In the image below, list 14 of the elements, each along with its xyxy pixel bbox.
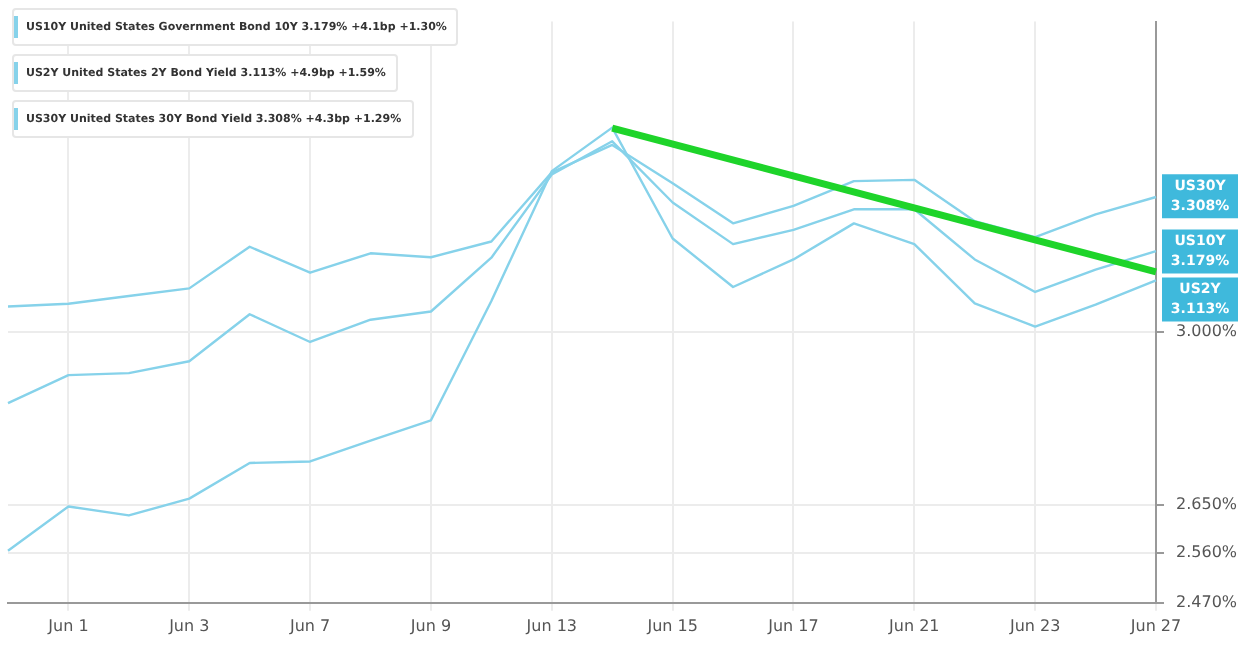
x-tick-label: Jun 17 xyxy=(766,616,819,635)
x-tick-label: Jun 21 xyxy=(887,616,940,635)
x-tick-label: Jun 3 xyxy=(167,616,210,635)
x-tick-label: Jun 15 xyxy=(645,616,698,635)
y-tick-label: 2.560% xyxy=(1176,543,1238,562)
x-tick-label: Jun 9 xyxy=(408,616,452,635)
y-tick-label: 3.000% xyxy=(1176,322,1238,341)
x-tick-label: Jun 23 xyxy=(1007,616,1061,635)
x-tick-label: Jun 1 xyxy=(46,616,89,635)
y-tick-label: 2.470% xyxy=(1176,592,1238,611)
x-tick-label: Jun 13 xyxy=(524,616,578,635)
y-tick-label: 2.650% xyxy=(1176,495,1238,514)
x-tick-label: Jun 7 xyxy=(287,616,331,635)
x-tick-label: Jun 27 xyxy=(1128,616,1182,635)
